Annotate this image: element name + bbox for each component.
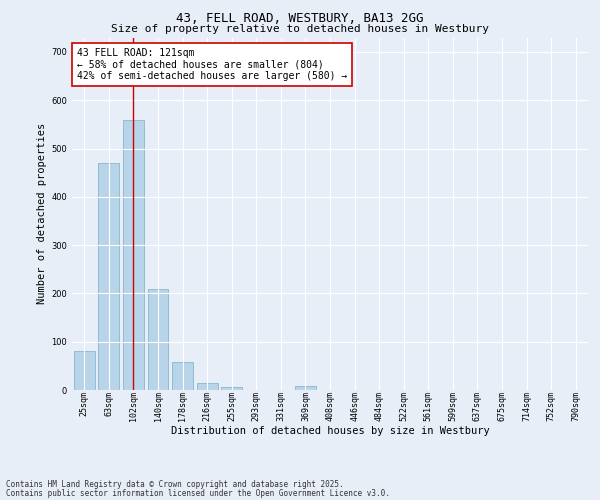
Bar [197, 383, 218, 390]
Bar [148, 288, 169, 390]
Bar [123, 120, 144, 390]
Text: Contains HM Land Registry data © Crown copyright and database right 2025.: Contains HM Land Registry data © Crown c… [6, 480, 344, 489]
Bar [74, 352, 95, 390]
Text: 43 FELL ROAD: 121sqm
← 58% of detached houses are smaller (804)
42% of semi-deta: 43 FELL ROAD: 121sqm ← 58% of detached h… [77, 48, 347, 82]
Bar [221, 386, 242, 390]
Text: Size of property relative to detached houses in Westbury: Size of property relative to detached ho… [111, 24, 489, 34]
X-axis label: Distribution of detached houses by size in Westbury: Distribution of detached houses by size … [170, 426, 490, 436]
Text: Contains public sector information licensed under the Open Government Licence v3: Contains public sector information licen… [6, 488, 390, 498]
Y-axis label: Number of detached properties: Number of detached properties [37, 123, 47, 304]
Bar [98, 163, 119, 390]
Bar [172, 362, 193, 390]
Text: 43, FELL ROAD, WESTBURY, BA13 2GG: 43, FELL ROAD, WESTBURY, BA13 2GG [176, 12, 424, 26]
Bar [295, 386, 316, 390]
